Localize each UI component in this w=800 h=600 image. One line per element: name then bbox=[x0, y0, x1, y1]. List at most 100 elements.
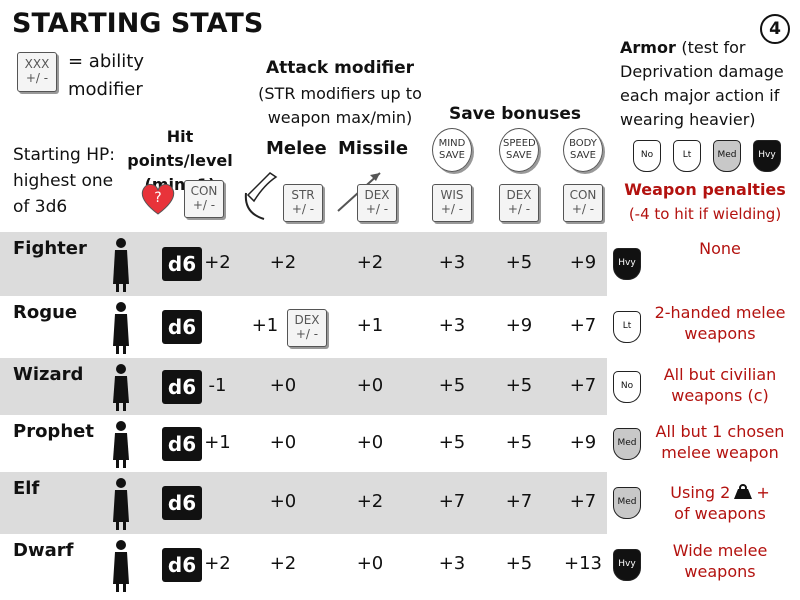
hit-die: d6 bbox=[162, 486, 202, 520]
save-header: Save bonuses bbox=[448, 104, 582, 124]
melee-modifier: +2 bbox=[269, 553, 297, 574]
mind-save: +5 bbox=[438, 431, 466, 453]
body-save: +13 bbox=[564, 553, 602, 574]
melee-header: Melee bbox=[266, 138, 327, 159]
armor-badge: No bbox=[633, 140, 661, 172]
melee-modifier: +0 bbox=[269, 431, 297, 453]
missile-modifier: +2 bbox=[356, 252, 384, 273]
hit-die: d6 bbox=[162, 247, 202, 281]
heart-label: ? bbox=[154, 190, 161, 206]
silhouette bbox=[113, 238, 129, 292]
penalty-line: of weapons bbox=[674, 504, 766, 523]
weapon-penalty: All but 1 chosen melee weapon bbox=[655, 422, 785, 462]
mind-save: +3 bbox=[438, 553, 466, 574]
weapon-penalty: Using 2 + of weapons bbox=[650, 482, 790, 524]
armor-badge: Med bbox=[613, 487, 641, 519]
melee-modifier: +0 bbox=[269, 374, 297, 396]
silhouette bbox=[113, 540, 129, 592]
con-box: CON +/ - bbox=[184, 180, 224, 218]
armor-badge: Med bbox=[713, 140, 741, 172]
class-name: Elf bbox=[13, 478, 40, 499]
legend-box-label: XXX bbox=[24, 57, 50, 71]
penalties-note: (-4 to hit if wielding) bbox=[628, 205, 782, 223]
hit-die: d6 bbox=[162, 310, 202, 344]
box-sign: +/ - bbox=[291, 202, 315, 216]
mind-save: +3 bbox=[438, 252, 466, 273]
missile-modifier: +1 bbox=[356, 315, 384, 336]
attack-header: Attack modifier bbox=[265, 58, 415, 78]
box-sign: +/ - bbox=[507, 202, 531, 216]
weapon-penalty: None bbox=[699, 239, 741, 258]
silhouette bbox=[113, 421, 129, 468]
starting-hp: Starting HP: highest one of 3d6 bbox=[13, 145, 115, 217]
class-name: Fighter bbox=[13, 238, 87, 259]
silhouette bbox=[113, 364, 129, 411]
title: STARTING STATS bbox=[12, 8, 264, 39]
hp-modifier: -1 bbox=[208, 374, 227, 396]
box-sign: +/ - bbox=[365, 202, 389, 216]
armor-title: Armor bbox=[620, 38, 676, 57]
penalties-header: Weapon penalties bbox=[624, 180, 786, 199]
save-oval: SPEED SAVE bbox=[499, 128, 539, 172]
box-label: DEX bbox=[364, 188, 390, 202]
class-name: Rogue bbox=[13, 302, 78, 323]
armor-note: (test for Deprivation damage each major … bbox=[620, 38, 784, 129]
weapon-penalty: All but civilian weapons (c) bbox=[663, 365, 777, 405]
weapon-penalty: Wide melee weapons bbox=[672, 541, 768, 581]
class-name: Prophet bbox=[13, 421, 94, 442]
melee-box: DEX +/ - bbox=[287, 309, 327, 347]
box-label: DEX bbox=[506, 188, 532, 202]
heart-icon: ? bbox=[141, 183, 175, 215]
armor-badge: Lt bbox=[613, 311, 641, 343]
missile-header: Missile bbox=[338, 138, 409, 159]
save-box: CON +/ - bbox=[563, 184, 603, 222]
hp-modifier: +1 bbox=[204, 431, 231, 453]
weight bbox=[734, 484, 753, 499]
box-sign: +/ - bbox=[440, 202, 464, 216]
class-silhouette bbox=[110, 538, 132, 592]
box-label: DEX bbox=[294, 313, 320, 327]
speed-save: +5 bbox=[505, 252, 533, 273]
hp-modifier: +2 bbox=[204, 553, 231, 574]
row-band bbox=[0, 472, 607, 534]
save-name: SPEED SAVE bbox=[503, 138, 536, 161]
box-label: STR bbox=[291, 188, 315, 202]
hit-die: d6 bbox=[162, 369, 202, 404]
str-box: STR +/ - bbox=[283, 184, 323, 222]
melee-modifier: +0 bbox=[269, 491, 297, 512]
mind-save: +3 bbox=[438, 315, 466, 336]
armor-badge: Lt bbox=[673, 140, 701, 172]
body-save: +7 bbox=[569, 491, 597, 512]
missile-modifier: +0 bbox=[356, 431, 384, 453]
speed-save: +5 bbox=[505, 431, 533, 453]
legend-sign: +/ - bbox=[25, 71, 49, 85]
save-box: DEX +/ - bbox=[499, 184, 539, 222]
speed-save: +5 bbox=[505, 553, 533, 574]
speed-save: +5 bbox=[505, 374, 533, 396]
missile-modifier: +0 bbox=[356, 553, 384, 574]
melee-modifier: +1 bbox=[251, 315, 279, 336]
armor-badge: Hvy bbox=[613, 549, 641, 581]
armor-header: Armor (test for Deprivation damage each … bbox=[620, 36, 800, 132]
class-name: Wizard bbox=[13, 364, 84, 385]
melee-modifier: +2 bbox=[269, 252, 297, 273]
save-name: BODY SAVE bbox=[569, 138, 597, 161]
class-silhouette bbox=[110, 236, 132, 292]
silhouette bbox=[113, 478, 129, 530]
legend-text: = ability modifier bbox=[68, 51, 144, 100]
legend-box: XXX +/ - bbox=[17, 52, 57, 92]
hp-modifier: +2 bbox=[204, 252, 231, 273]
mind-save: +7 bbox=[438, 491, 466, 512]
page-number: 4 bbox=[760, 14, 790, 44]
silhouette bbox=[113, 302, 129, 354]
missile-modifier: +0 bbox=[356, 374, 384, 396]
body-save: +7 bbox=[569, 315, 597, 336]
speed-save: +7 bbox=[505, 491, 533, 512]
box-sign: +/ - bbox=[295, 327, 319, 341]
class-silhouette bbox=[110, 362, 132, 411]
box-sign: +/ - bbox=[571, 202, 595, 216]
attack-note: (STR modifiers up to weapon max/min) bbox=[258, 84, 422, 127]
weight-icon bbox=[730, 483, 756, 502]
hit-points-header: Hit points/level (min. 1) bbox=[127, 127, 233, 194]
